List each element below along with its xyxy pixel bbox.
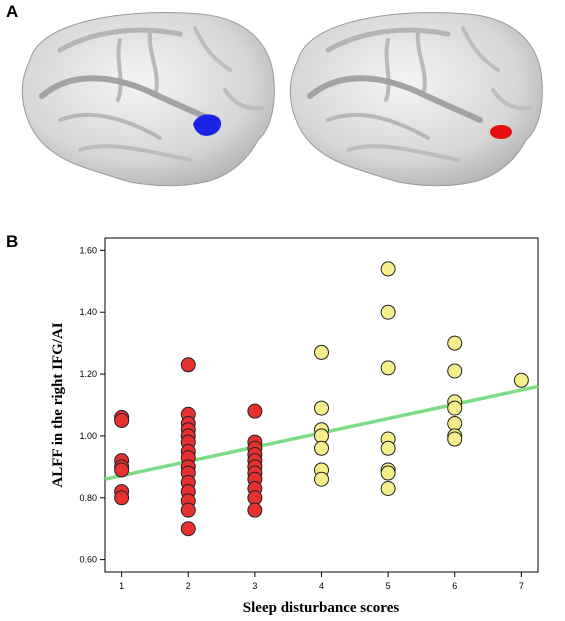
data-point	[447, 335, 463, 351]
data-point	[180, 502, 196, 518]
data-point	[314, 344, 329, 360]
data-point	[380, 360, 396, 376]
x-tick-label: 6	[452, 581, 457, 591]
y-tick-label: 1.40	[79, 307, 97, 317]
x-tick-label: 1	[119, 581, 124, 591]
data-point	[447, 431, 463, 447]
panel-label-a: A	[6, 2, 19, 21]
brain-surface-figure	[21, 12, 543, 187]
y-tick-label: 1.20	[79, 369, 97, 379]
data-point	[380, 261, 396, 277]
data-point	[380, 440, 396, 456]
data-point	[447, 400, 463, 416]
right-brain	[289, 12, 543, 187]
y-axis: 0.60 0.80 1.00 1.20 1.40 1.60	[79, 245, 105, 565]
data-point	[513, 372, 529, 388]
y-tick-label: 0.80	[79, 493, 97, 503]
data-point	[180, 521, 196, 537]
x-tick-label: 7	[519, 581, 524, 591]
x-tick-label: 4	[319, 581, 324, 591]
x-axis-label: Sleep disturbance scores	[243, 600, 400, 616]
panel-label-b: B	[6, 232, 19, 251]
data-point	[114, 490, 130, 506]
y-axis-label: ALFF in the right IFG/AI	[50, 322, 66, 487]
x-axis: 1 2 3 4 5 6 7	[119, 572, 524, 591]
data-point	[380, 481, 396, 496]
data-points	[114, 261, 529, 537]
y-tick-label: 1.00	[79, 431, 97, 441]
data-point	[380, 304, 396, 320]
data-point	[180, 357, 196, 373]
data-point	[247, 502, 263, 518]
x-tick-label: 5	[386, 581, 391, 591]
x-tick-label: 2	[186, 581, 191, 591]
data-point	[314, 471, 329, 487]
x-tick-label: 3	[252, 581, 257, 591]
data-point	[314, 400, 329, 416]
data-point	[380, 465, 396, 481]
data-point	[114, 412, 130, 428]
data-point	[314, 440, 329, 456]
right-brain-marker	[490, 125, 512, 139]
data-point	[447, 363, 463, 379]
data-point	[114, 462, 130, 478]
left-brain	[21, 12, 275, 187]
left-brain-marker	[193, 114, 222, 136]
y-tick-label: 1.60	[79, 245, 97, 255]
y-tick-label: 0.60	[79, 555, 97, 565]
data-point	[247, 403, 263, 419]
